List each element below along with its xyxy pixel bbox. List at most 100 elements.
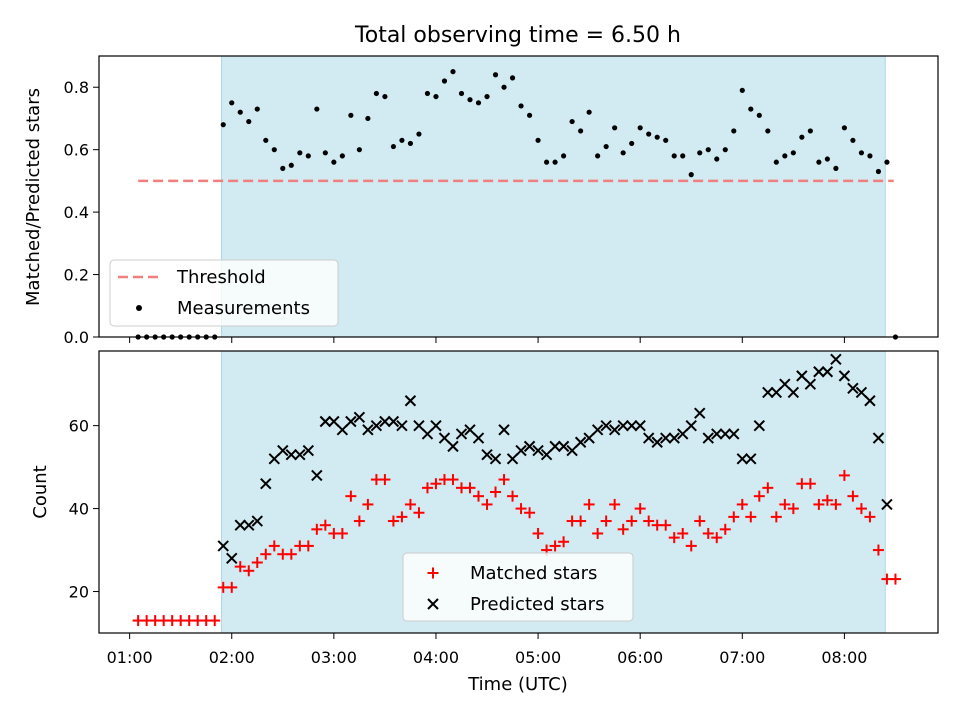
predicted-star-point-b: [549, 440, 561, 453]
measurement-point: [492, 72, 499, 78]
predicted-star-point-b: [608, 424, 621, 436]
measurement-point: [220, 122, 226, 128]
x-axis-label: Time (UTC): [467, 674, 568, 695]
legend-matched-plus: [427, 567, 439, 579]
predicted-star-point-b: [438, 432, 451, 444]
x-tick-label: 01:00: [107, 648, 153, 667]
measurement-point: [671, 153, 677, 159]
matched-star-point: [362, 498, 374, 510]
matched-star-point: [515, 503, 527, 515]
matched-star-point: [421, 482, 433, 494]
y-tick-label: 60: [69, 417, 89, 436]
measurement-point: [867, 153, 873, 159]
y-tick-label: 40: [69, 500, 89, 519]
predicted-star-point: [651, 436, 663, 448]
predicted-star-point-b: [566, 444, 578, 457]
x-tick-label: 05:00: [515, 648, 561, 667]
predicted-star-point-b: [481, 448, 493, 461]
measurement-point: [467, 97, 473, 103]
predicted-star-point-b: [362, 424, 374, 436]
matched-star-point: [490, 486, 502, 498]
predicted-star-point-b: [540, 448, 553, 461]
measurement-point: [714, 156, 720, 162]
matched-star-point: [311, 523, 323, 535]
matched-star-point: [864, 511, 876, 523]
measurement-point: [578, 128, 584, 134]
measurement-point: [246, 118, 252, 125]
predicted-star-point: [498, 424, 510, 436]
predicted-star-point: [370, 419, 383, 432]
predicted-star-point-b: [251, 515, 263, 527]
predicted-star-point: [821, 366, 834, 378]
bottom-axes-frame: [98, 350, 939, 634]
matched-star-point: [524, 507, 536, 519]
predicted-star-point-b: [617, 419, 629, 432]
matched-star-point: [889, 573, 901, 585]
predicted-star-point-b: [821, 366, 834, 378]
y-tick-label: 0.8: [64, 78, 89, 97]
matched-star-point: [685, 540, 697, 552]
predicted-star-point-b: [702, 432, 714, 444]
top-axes-frame: [98, 55, 939, 338]
measurement-point: [237, 109, 243, 115]
predicted-star-point: [243, 519, 255, 531]
predicted-star-point: [311, 469, 323, 482]
matched-star-point: [847, 490, 859, 502]
predicted-star-point: [779, 378, 791, 390]
predicted-star-point: [813, 366, 825, 378]
measurement-point: [841, 125, 847, 131]
matched-star-point: [251, 557, 263, 568]
matched-star-point: [643, 515, 655, 527]
measurement-point: [288, 162, 294, 168]
measurement-point: [748, 106, 754, 112]
measurement-point: [229, 100, 235, 106]
matched-star-point: [319, 519, 331, 531]
measurement-point: [441, 78, 448, 84]
matched-star-point: [260, 548, 272, 560]
predicted-star-point: [600, 419, 612, 432]
matched-star-point: [634, 503, 646, 515]
predicted-star-point: [260, 477, 272, 490]
predicted-star-point-b: [711, 428, 723, 440]
predicted-star-point: [796, 370, 808, 382]
measurement-point: [399, 137, 405, 143]
matched-star-point: [626, 515, 638, 527]
matched-star-point: [387, 515, 399, 527]
predicted-star-point-b: [379, 415, 391, 428]
predicted-star-point-b: [430, 419, 442, 432]
predicted-star-point-b: [345, 415, 357, 428]
predicted-star-point-b: [872, 432, 885, 444]
predicted-star-point-b: [625, 419, 638, 432]
predicted-star-point-b: [770, 386, 783, 399]
measurement-point: [339, 153, 345, 159]
predicted-star-point: [336, 424, 349, 436]
predicted-star-point: [566, 444, 578, 457]
predicted-star-point: [515, 444, 527, 457]
measurement-point: [858, 150, 865, 156]
x-tick-label: 04:00: [413, 648, 459, 667]
predicted-star-point-b: [319, 415, 332, 428]
predicted-star-point-b: [328, 415, 340, 428]
matched-star-point: [226, 581, 238, 593]
y-tick-label: 0.2: [64, 266, 89, 285]
matched-star-point: [609, 498, 621, 510]
predicted-star-point-b: [532, 444, 544, 457]
predicted-star-point: [353, 411, 366, 424]
matched-star-point: [804, 478, 816, 490]
measurement-point: [807, 128, 813, 134]
predicted-star-point: [642, 432, 655, 444]
measurement-point: [773, 159, 779, 165]
matched-star-point: [353, 515, 365, 527]
measurement-point: [458, 90, 465, 97]
predicted-star-point: [634, 419, 646, 432]
measurement-point: [535, 137, 541, 143]
measurement-point: [603, 143, 609, 150]
predicted-star-point: [379, 415, 391, 428]
chart-title: Total observing time = 6.50 h: [354, 23, 681, 48]
y-tick-label: 0.4: [64, 203, 89, 222]
predicted-star-point-b: [294, 448, 306, 461]
matched-star-point: [830, 498, 842, 510]
predicted-star-point: [447, 440, 459, 453]
predicted-star-point-b: [404, 395, 417, 407]
predicted-star-point-b: [847, 382, 859, 395]
